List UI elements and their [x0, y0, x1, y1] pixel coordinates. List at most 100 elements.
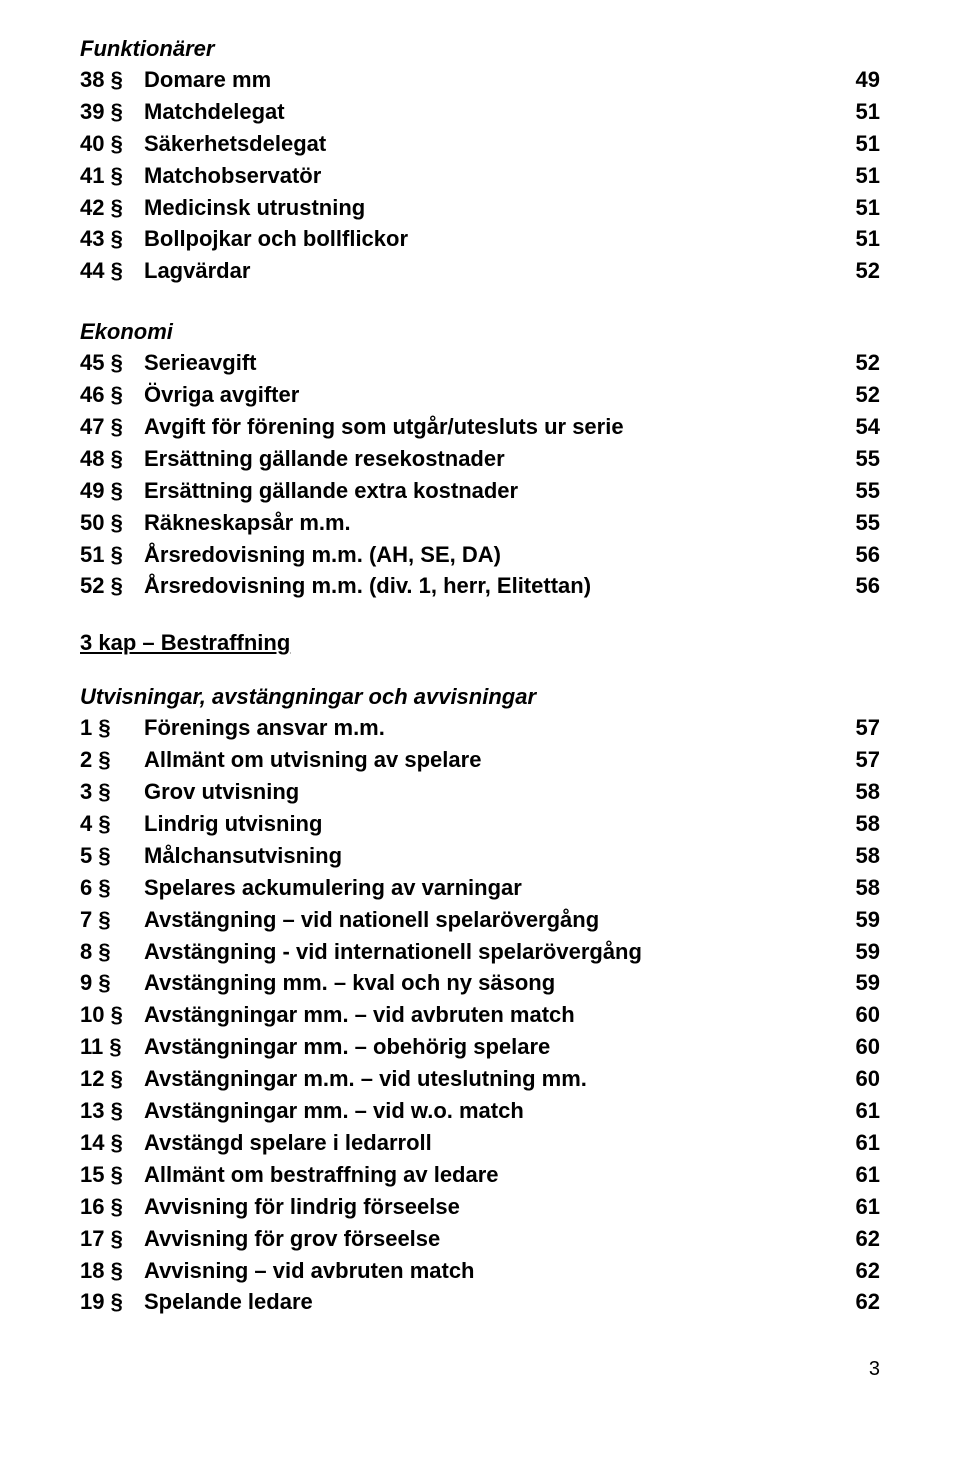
toc-list-ekonomi: 45 §Serieavgift5246 §Övriga avgifter5247…: [80, 347, 880, 602]
toc-page: 59: [830, 904, 880, 936]
toc-section-number: 17 §: [80, 1223, 144, 1255]
toc-section-number: 40 §: [80, 128, 144, 160]
toc-row: 5 §Målchansutvisning58: [80, 840, 880, 872]
toc-page: 55: [830, 507, 880, 539]
toc-row: 49 §Ersättning gällande extra kostnader5…: [80, 475, 880, 507]
toc-title: Domare mm: [144, 64, 830, 96]
section-header-utvisningar: Utvisningar, avstängningar och avvisning…: [80, 684, 880, 710]
toc-section-number: 46 §: [80, 379, 144, 411]
toc-section-number: 14 §: [80, 1127, 144, 1159]
toc-row: 50 §Räkneskapsår m.m.55: [80, 507, 880, 539]
toc-page: 51: [830, 128, 880, 160]
toc-row: 10 §Avstängningar mm. – vid avbruten mat…: [80, 999, 880, 1031]
toc-row: 14 §Avstängd spelare i ledarroll61: [80, 1127, 880, 1159]
toc-row: 46 §Övriga avgifter52: [80, 379, 880, 411]
toc-section-number: 45 §: [80, 347, 144, 379]
toc-row: 9 §Avstängning mm. – kval och ny säsong5…: [80, 967, 880, 999]
toc-title: Spelande ledare: [144, 1286, 830, 1318]
toc-row: 11 §Avstängningar mm. – obehörig spelare…: [80, 1031, 880, 1063]
toc-row: 43 §Bollpojkar och bollflickor51: [80, 223, 880, 255]
toc-page: 51: [830, 223, 880, 255]
toc-page: 62: [830, 1286, 880, 1318]
toc-page: 59: [830, 936, 880, 968]
toc-title: Medicinsk utrustning: [144, 192, 830, 224]
toc-row: 51 §Årsredovisning m.m. (AH, SE, DA)56: [80, 539, 880, 571]
toc-page: 61: [830, 1095, 880, 1127]
toc-title: Avstängningar mm. – vid avbruten match: [144, 999, 830, 1031]
toc-section-number: 4 §: [80, 808, 144, 840]
toc-page: 59: [830, 967, 880, 999]
toc-title: Årsredovisning m.m. (div. 1, herr, Elite…: [144, 570, 830, 602]
toc-title: Avstängd spelare i ledarroll: [144, 1127, 830, 1159]
toc-section-number: 42 §: [80, 192, 144, 224]
toc-section-number: 41 §: [80, 160, 144, 192]
toc-page: 54: [830, 411, 880, 443]
toc-row: 48 §Ersättning gällande resekostnader55: [80, 443, 880, 475]
toc-row: 17 §Avvisning för grov förseelse62: [80, 1223, 880, 1255]
toc-page: 58: [830, 776, 880, 808]
toc-section-number: 2 §: [80, 744, 144, 776]
toc-row: 3 §Grov utvisning58: [80, 776, 880, 808]
toc-section-number: 50 §: [80, 507, 144, 539]
toc-row: 45 §Serieavgift52: [80, 347, 880, 379]
toc-page: 60: [830, 1031, 880, 1063]
toc-section-number: 11 §: [80, 1031, 144, 1063]
toc-row: 52 §Årsredovisning m.m. (div. 1, herr, E…: [80, 570, 880, 602]
toc-page: 52: [830, 255, 880, 287]
toc-section-number: 16 §: [80, 1191, 144, 1223]
toc-section-number: 44 §: [80, 255, 144, 287]
toc-row: 8 §Avstängning - vid internationell spel…: [80, 936, 880, 968]
toc-page: 58: [830, 840, 880, 872]
toc-page: 51: [830, 160, 880, 192]
toc-section-number: 8 §: [80, 936, 144, 968]
toc-section-number: 13 §: [80, 1095, 144, 1127]
toc-title: Matchdelegat: [144, 96, 830, 128]
toc-title: Avstängningar mm. – vid w.o. match: [144, 1095, 830, 1127]
toc-page: 52: [830, 379, 880, 411]
toc-page: 57: [830, 712, 880, 744]
page-number: 3: [80, 1358, 880, 1381]
toc-section-number: 47 §: [80, 411, 144, 443]
toc-title: Avvisning – vid avbruten match: [144, 1255, 830, 1287]
toc-page: 57: [830, 744, 880, 776]
chapter-header-kap3: 3 kap – Bestraffning: [80, 630, 880, 656]
toc-title: Avstängning mm. – kval och ny säsong: [144, 967, 830, 999]
toc-title: Årsredovisning m.m. (AH, SE, DA): [144, 539, 830, 571]
toc-section-number: 49 §: [80, 475, 144, 507]
section-header-funktionarer: Funktionärer: [80, 36, 880, 62]
toc-section-number: 10 §: [80, 999, 144, 1031]
toc-row: 16 §Avvisning för lindrig förseelse61: [80, 1191, 880, 1223]
toc-title: Lagvärdar: [144, 255, 830, 287]
toc-row: 47 §Avgift för förening som utgår/uteslu…: [80, 411, 880, 443]
toc-title: Spelares ackumulering av varningar: [144, 872, 830, 904]
toc-row: 41 §Matchobservatör51: [80, 160, 880, 192]
toc-row: 42 §Medicinsk utrustning51: [80, 192, 880, 224]
toc-row: 15 §Allmänt om bestraffning av ledare61: [80, 1159, 880, 1191]
toc-row: 44 §Lagvärdar52: [80, 255, 880, 287]
toc-title: Avstängningar m.m. – vid uteslutning mm.: [144, 1063, 830, 1095]
toc-title: Lindrig utvisning: [144, 808, 830, 840]
toc-page: 52: [830, 347, 880, 379]
toc-title: Avstängning – vid nationell spelarövergå…: [144, 904, 830, 936]
toc-title: Allmänt om utvisning av spelare: [144, 744, 830, 776]
toc-list-funktionarer: 38 §Domare mm4939 §Matchdelegat5140 §Säk…: [80, 64, 880, 287]
toc-title: Serieavgift: [144, 347, 830, 379]
toc-section-number: 51 §: [80, 539, 144, 571]
toc-section-number: 18 §: [80, 1255, 144, 1287]
toc-row: 12 §Avstängningar m.m. – vid uteslutning…: [80, 1063, 880, 1095]
toc-title: Matchobservatör: [144, 160, 830, 192]
toc-title: Ersättning gällande resekostnader: [144, 443, 830, 475]
toc-section-number: 12 §: [80, 1063, 144, 1095]
toc-section-number: 48 §: [80, 443, 144, 475]
toc-section-number: 38 §: [80, 64, 144, 96]
toc-page: 55: [830, 475, 880, 507]
toc-page: 62: [830, 1223, 880, 1255]
toc-section-number: 9 §: [80, 967, 144, 999]
toc-row: 6 §Spelares ackumulering av varningar58: [80, 872, 880, 904]
toc-row: 13 §Avstängningar mm. – vid w.o. match61: [80, 1095, 880, 1127]
toc-title: Räkneskapsår m.m.: [144, 507, 830, 539]
toc-page: 51: [830, 96, 880, 128]
toc-title: Allmänt om bestraffning av ledare: [144, 1159, 830, 1191]
toc-row: 19 §Spelande ledare62: [80, 1286, 880, 1318]
toc-row: 18 §Avvisning – vid avbruten match62: [80, 1255, 880, 1287]
